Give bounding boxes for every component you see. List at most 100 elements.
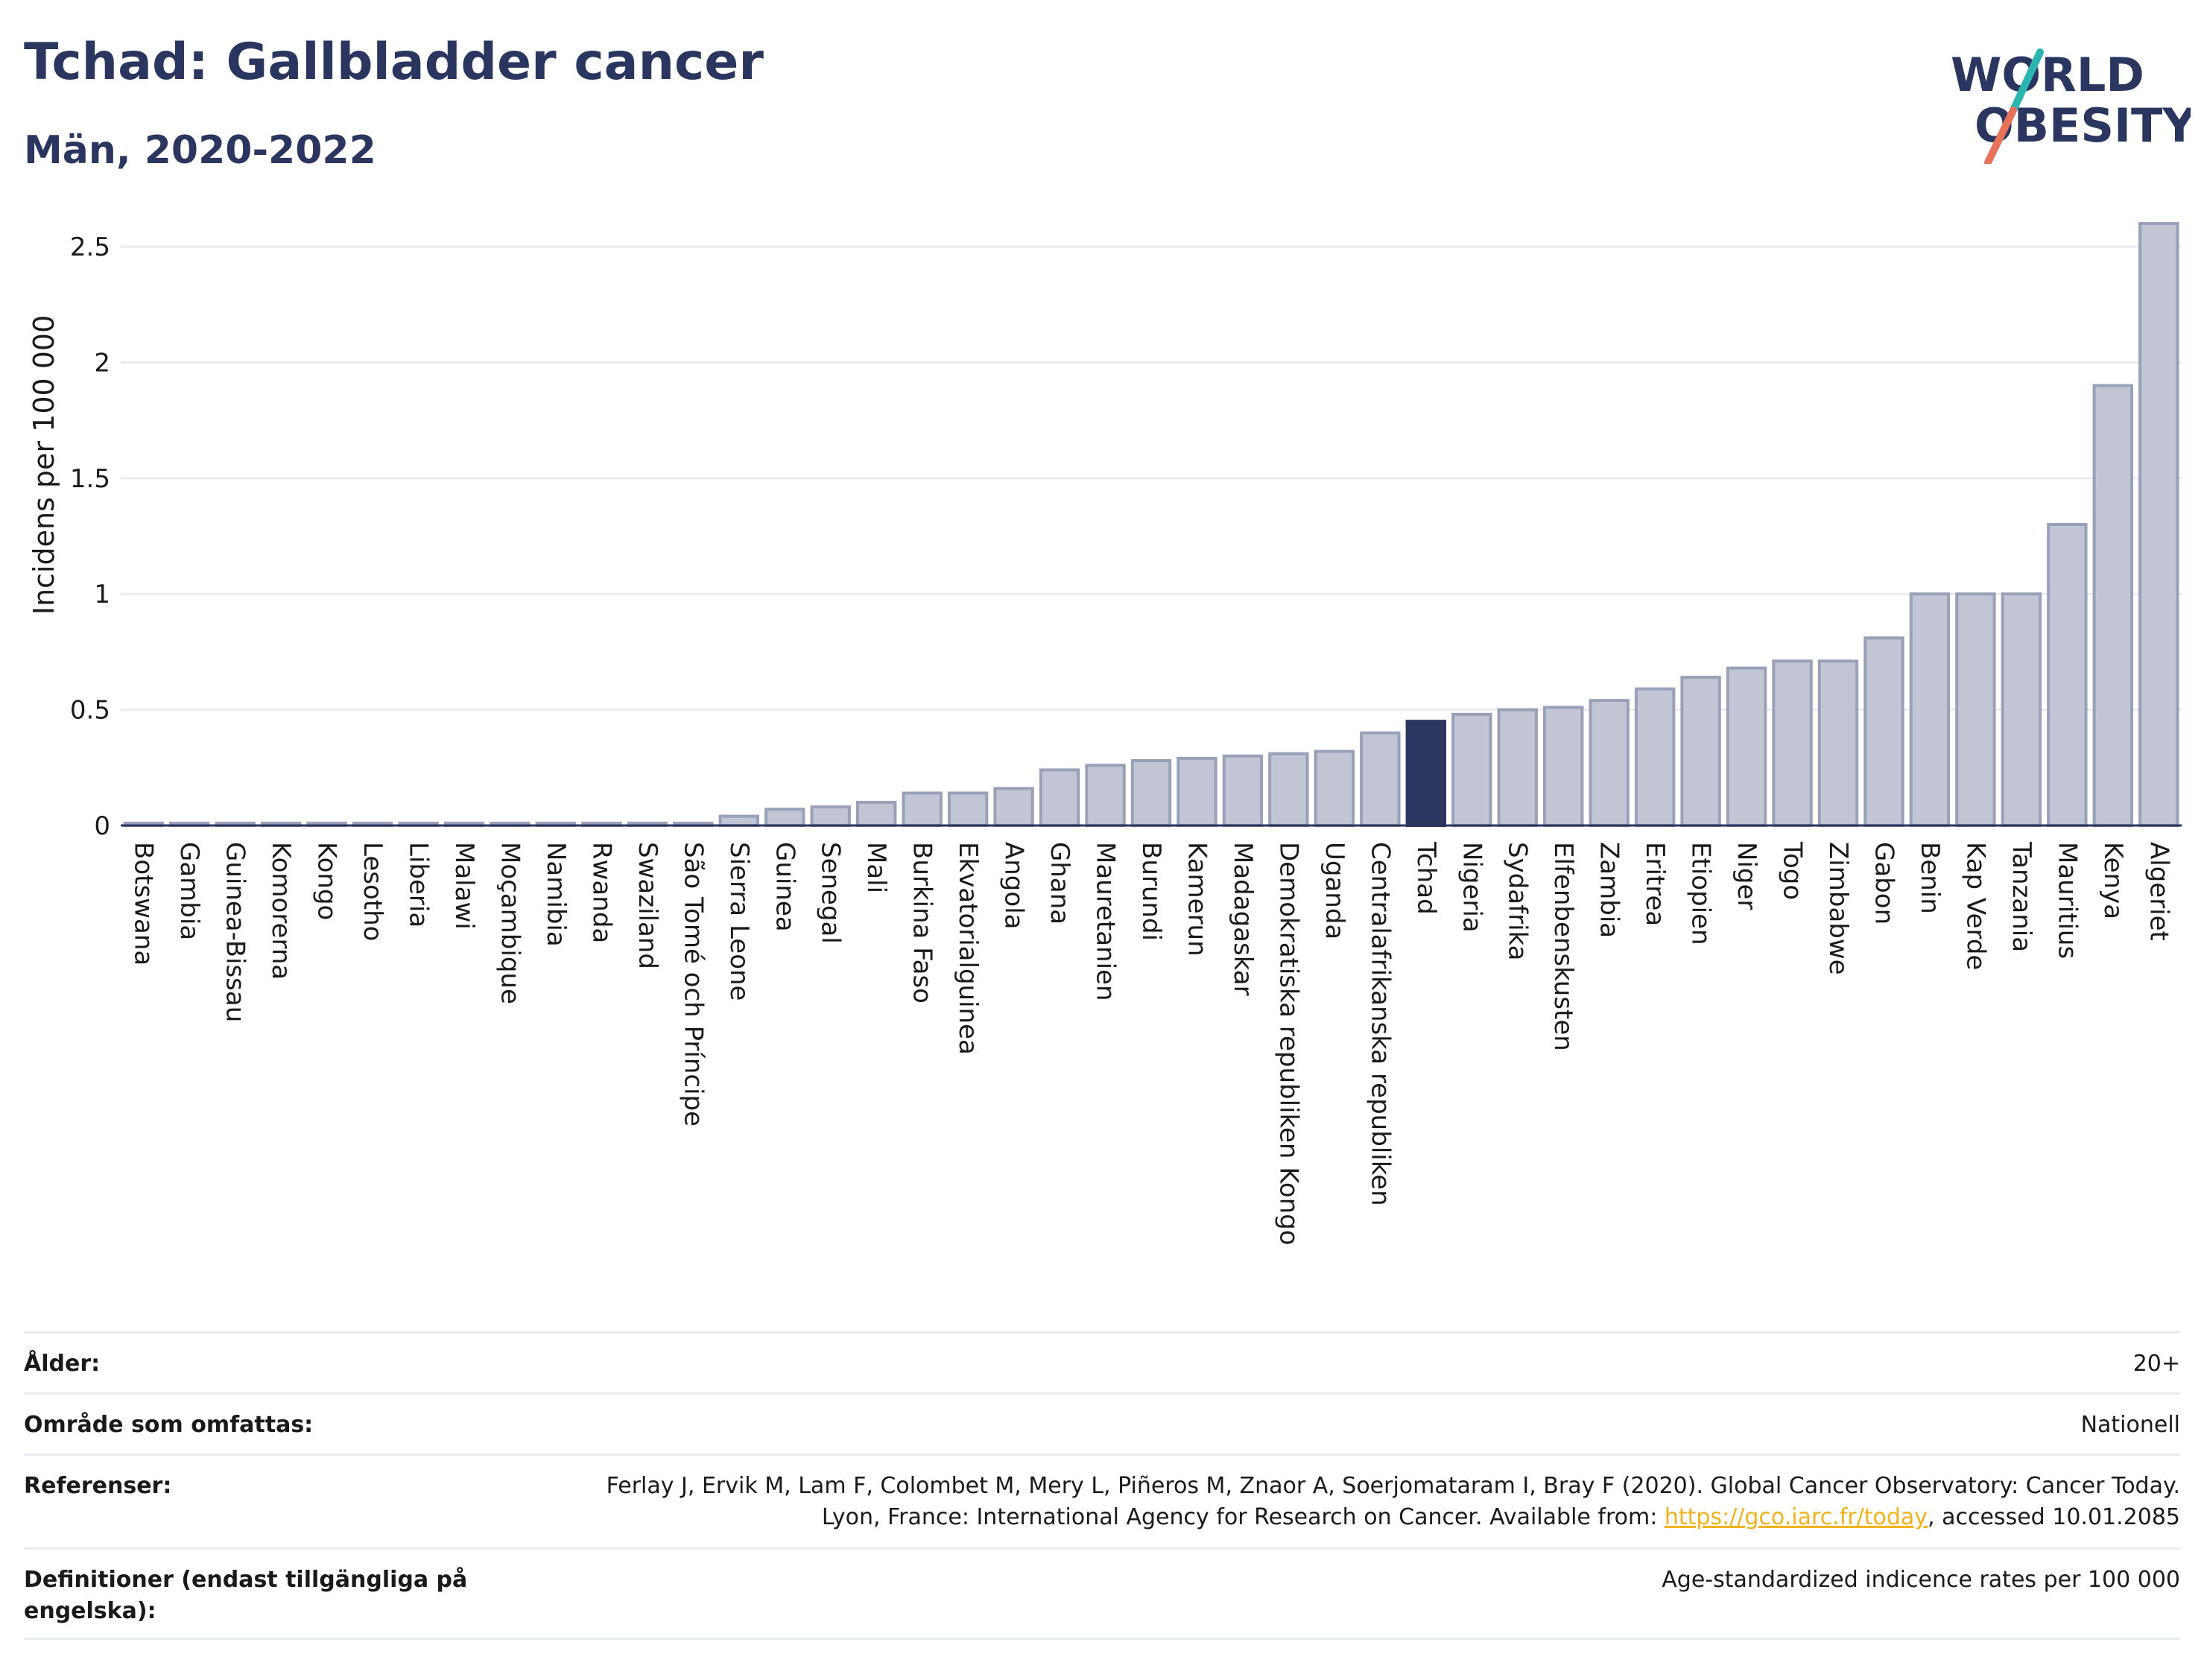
bar [1039, 768, 1080, 828]
x-tick-label: Uganda [1320, 842, 1349, 939]
bar [1955, 592, 1996, 827]
bars [123, 222, 2179, 828]
metadata-row: Definitioner (endast tillgängliga på eng… [24, 1547, 2180, 1640]
bar [2138, 222, 2179, 827]
metadata-key: Referenser: [24, 1473, 172, 1499]
bar [1405, 720, 1447, 828]
world-obesity-logo: WORLD OBESITY [1951, 48, 2191, 164]
bar [1222, 754, 1264, 827]
bar [1542, 706, 1584, 827]
logo-slash-top [2010, 48, 2044, 114]
x-tick-label: Liberia [404, 842, 434, 928]
x-tick-label: Ekvatorialguinea [953, 842, 983, 1055]
reference-link[interactable]: https://gco.iarc.fr/today [1664, 1504, 1928, 1530]
bar [1360, 731, 1401, 828]
x-tick-label: Gabon [1869, 842, 1899, 925]
x-tick-label: Moçambique [495, 842, 525, 1004]
bar [1817, 659, 1859, 827]
bar [1177, 756, 1217, 828]
x-tick-label: Burundi [1136, 842, 1166, 941]
x-tick-label: Etiopien [1686, 842, 1716, 945]
x-tick-label: Sydafrika [1503, 842, 1533, 960]
y-tick-label: 2.5 [70, 232, 110, 262]
page-title: Tchad: Gallbladder cancer [24, 33, 764, 92]
x-tick-label: Demokratiska republiken Kongo [1273, 842, 1303, 1246]
bar-chart: 0 0.5 1 1.5 2 2.5 Botswana Gambia Guinea-Bissau… [28, 222, 2182, 1246]
x-tick-label: Algeriet [2144, 842, 2173, 941]
y-tick-label: 1.5 [70, 464, 110, 494]
x-tick-label: Namibia [541, 842, 571, 947]
x-tick-label: Kenya [2098, 842, 2128, 919]
bar [1314, 749, 1355, 827]
logo-slash-bottom [1984, 107, 2017, 164]
x-tick-label: Kap Verde [1960, 842, 1990, 970]
metadata-key: Område som omfattas: [24, 1412, 314, 1438]
x-tick-label: Madagaskar [1228, 842, 1258, 996]
x-tick-label: Angola [999, 842, 1029, 929]
metadata-row: Ålder: 20+ [24, 1331, 2180, 1392]
metadata-value: Age-standardized indicence rates per 100… [1662, 1567, 2180, 1593]
bar [1634, 687, 1676, 828]
x-tick-label: Malawi [449, 842, 479, 930]
x-tick-label: Sierra Leone [724, 842, 754, 1001]
x-tick-label: Senegal [816, 842, 846, 944]
metadata-key: Definitioner (endast tillgängliga på eng… [24, 1567, 468, 1624]
bar [810, 805, 851, 827]
metadata-row: Referenser: Ferlay J, Ervik M, Lam F, Col… [24, 1454, 2180, 1547]
x-tick-label: Rwanda [586, 842, 616, 943]
x-tick-label: Zimbabwe [1823, 842, 1853, 975]
x-tick-label: Zambia [1595, 842, 1624, 938]
x-tick-label: Burkina Faso [908, 842, 937, 1004]
x-tick-label: Ghana [1045, 842, 1074, 925]
x-tick-label: Tanzania [2007, 841, 2036, 952]
x-tick-label: Benin [1915, 842, 1945, 914]
bar [1772, 659, 1813, 827]
x-tick-label: Togo [1778, 841, 1808, 900]
x-tick-label: Mauretanien [1091, 842, 1121, 1001]
metadata-value: Nationell [2080, 1412, 2180, 1438]
bar [1726, 666, 1767, 828]
x-tick-label: Mauritius [2052, 842, 2082, 959]
y-tick-label: 0.5 [70, 696, 110, 726]
x-tick-label: Eritrea [1640, 842, 1670, 926]
logo-line-1: WORLD [1951, 48, 2144, 102]
x-tick-label: Guinea [770, 842, 799, 932]
metadata-value: 20+ [2132, 1351, 2180, 1377]
x-tick-label: Guinea-Bissau [221, 842, 250, 1022]
bar [993, 787, 1034, 828]
x-tick-label: Centralafrikanska republiken [1365, 842, 1395, 1206]
metadata-row: Område som omfattas: Nationell [24, 1392, 2180, 1454]
x-tick-label: Elfenbenskusten [1548, 842, 1578, 1051]
x-tick-label: Swaziland [633, 842, 662, 969]
reference-text: Ferlay J, Ervik M, Lam F, Colombet M, Me… [606, 1473, 2180, 1530]
y-axis-label: Incidens per 100 000 [28, 315, 60, 615]
x-tick-label: Tchad [1411, 841, 1441, 915]
page-subtitle: Män, 2020-2022 [24, 128, 376, 173]
bar [1497, 708, 1538, 827]
y-axis-ticks: 0 0.5 1 1.5 2 2.5 [70, 232, 110, 841]
bar [1909, 592, 1951, 827]
metadata-table: Ålder: 20+ Område som omfattas: Nationell Re… [24, 1331, 2180, 1640]
x-tick-label: Mali [861, 842, 891, 893]
y-tick-label: 0 [94, 811, 110, 841]
x-axis-labels: Botswana Gambia Guinea-Bissau Komorerna Kong… [129, 841, 2174, 1246]
x-tick-label: Kamerun [1182, 842, 1212, 957]
bar [1085, 764, 1126, 827]
bar [1589, 699, 1630, 828]
x-tick-label: São Tomé och Príncipe [678, 842, 708, 1126]
x-tick-label: Niger [1732, 842, 1761, 910]
bar [1863, 636, 1904, 827]
x-tick-label: Botswana [129, 842, 159, 966]
reference-accessed-text: , accessed 10.01.2085 [1928, 1504, 2180, 1530]
x-tick-label: Gambia [174, 842, 204, 940]
bar [1680, 676, 1721, 827]
bar [2092, 384, 2134, 827]
x-tick-label: Lesotho [358, 842, 387, 941]
x-tick-label: Nigeria [1457, 842, 1486, 933]
bar [855, 800, 897, 828]
metadata-key: Ålder: [24, 1351, 101, 1377]
bar [1268, 752, 1309, 828]
bar [1451, 712, 1492, 827]
y-tick-label: 2 [94, 348, 110, 378]
y-tick-label: 1 [94, 580, 110, 609]
